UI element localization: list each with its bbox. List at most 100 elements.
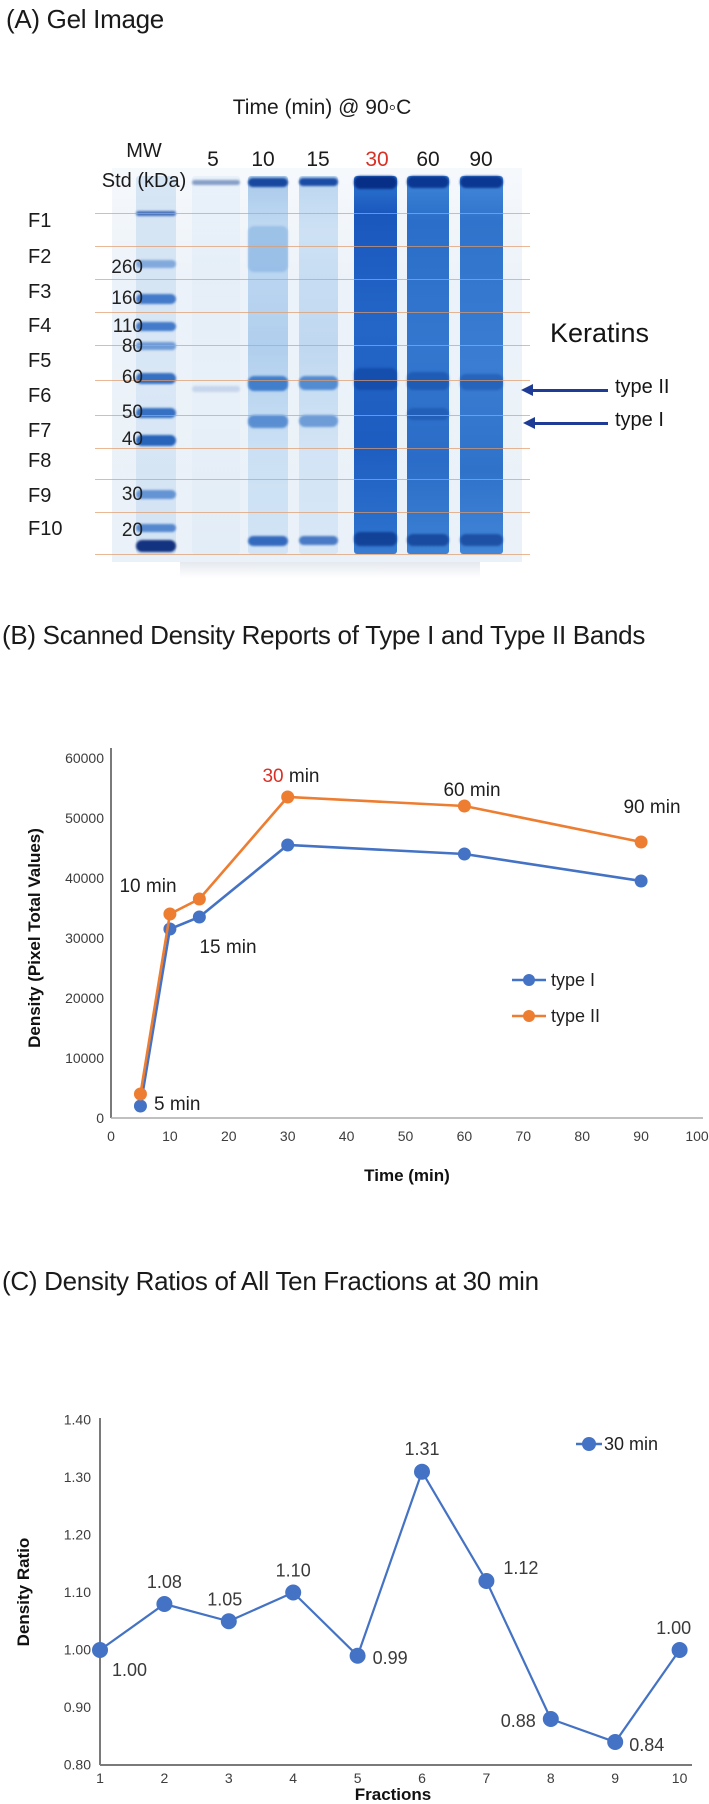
gel-band	[248, 415, 288, 428]
gel-band	[354, 532, 397, 546]
gel-band	[192, 180, 240, 185]
c-x-tick: 8	[547, 1770, 555, 1786]
fraction-line	[95, 246, 530, 247]
b-y-tick: 0	[96, 1110, 104, 1126]
b-legend-label: type I	[551, 970, 595, 990]
b-x-tick: 30	[280, 1128, 296, 1144]
gel-band	[299, 376, 338, 390]
gel-band	[136, 342, 176, 350]
type-I-point	[163, 922, 177, 936]
c-y-tick: 1.30	[64, 1469, 91, 1485]
lane-label-5: 5	[207, 148, 219, 171]
gel-lane-l60	[407, 176, 449, 554]
b-legend-marker	[523, 1010, 535, 1022]
type-I-line	[139, 843, 642, 1107]
30-min-point	[478, 1573, 495, 1589]
gel-band	[354, 176, 397, 189]
fraction-line	[95, 380, 530, 381]
fraction-line	[95, 554, 530, 555]
b-annotation: 5 min	[154, 1094, 200, 1115]
c-data-label: 0.99	[373, 1648, 408, 1668]
mw-marker-40: 40	[121, 429, 143, 450]
fraction-line	[95, 479, 530, 480]
gel-band	[248, 178, 288, 187]
gel-band	[460, 534, 503, 546]
b-y-axis-label: Density (Pixel Total Values)	[25, 828, 44, 1048]
c-data-label: 1.08	[147, 1572, 182, 1592]
mw-marker-110: 110	[112, 316, 143, 337]
30-min-point	[285, 1584, 302, 1601]
c-y-axis-label: Density Ratio	[14, 1538, 33, 1647]
fraction-line	[95, 345, 530, 346]
fraction-label-F4: F4	[28, 315, 52, 337]
c-x-tick: 2	[161, 1770, 169, 1786]
type-II-point	[457, 799, 471, 813]
type-I-point	[457, 847, 471, 861]
c-data-label: 1.31	[404, 1439, 439, 1459]
type-II-line	[139, 795, 642, 1095]
panel-b-title: (B) Scanned Density Reports of Type I an…	[2, 620, 646, 650]
c-y-tick: 0.80	[64, 1757, 91, 1773]
c-x-tick: 10	[672, 1770, 688, 1786]
type-II-point	[133, 1087, 147, 1101]
gel-band	[407, 534, 449, 546]
c-y-tick: 1.20	[64, 1527, 91, 1543]
b-y-tick: 50000	[65, 810, 104, 826]
fraction-line	[95, 448, 530, 449]
b-annotation: 30 min	[262, 766, 319, 787]
mw-marker-60: 60	[121, 367, 143, 388]
gel-band	[136, 435, 176, 446]
fraction-line	[95, 279, 530, 280]
gel-band	[354, 368, 397, 390]
gel-time-header: Time (min) @ 90◦C	[232, 96, 412, 119]
b-x-tick: 0	[107, 1128, 115, 1144]
gel-band	[136, 540, 176, 552]
gel-band	[248, 226, 288, 272]
gel-band	[136, 490, 176, 499]
c-data-label: 1.00	[112, 1660, 147, 1680]
gel-band	[299, 415, 338, 427]
keratins-label: Keratins	[550, 318, 650, 348]
b-y-tick: 10000	[65, 1050, 104, 1066]
type-II-point	[634, 835, 648, 849]
fraction-label-F8: F8	[28, 450, 52, 472]
c-legend-label: 30 min	[604, 1434, 658, 1454]
30-min-point	[607, 1734, 624, 1750]
b-x-tick: 100	[685, 1128, 709, 1144]
gel-lane-l10	[248, 176, 288, 554]
type-II-point	[281, 790, 295, 804]
gel-band	[136, 322, 176, 331]
type-i-arrow-icon	[523, 417, 608, 429]
b-x-tick: 50	[398, 1128, 414, 1144]
fraction-label-F6: F6	[28, 385, 52, 407]
type-I-point	[133, 1099, 147, 1113]
c-data-label: 1.12	[503, 1558, 538, 1578]
fraction-label-F9: F9	[28, 485, 52, 507]
b-x-tick: 40	[339, 1128, 355, 1144]
gel-band	[136, 524, 176, 532]
mw-marker-80: 80	[121, 336, 143, 357]
30-min-point	[671, 1642, 688, 1658]
c-x-tick: 9	[611, 1770, 619, 1786]
b-y-tick: 40000	[65, 870, 104, 886]
30-min-line	[99, 1469, 681, 1744]
gel-band	[192, 386, 240, 392]
c-x-tick: 6	[418, 1770, 426, 1786]
type-II-point	[163, 907, 177, 921]
b-annotation: 15 min	[199, 937, 256, 958]
fraction-label-F3: F3	[28, 281, 52, 303]
c-data-label: 0.84	[629, 1735, 664, 1755]
gel-image	[95, 168, 530, 562]
mw-marker-20: 20	[121, 520, 143, 541]
gel-band	[460, 374, 503, 390]
gel-lane-l5	[192, 176, 240, 554]
gel-lane-l90	[460, 176, 503, 554]
mw-std-label-line2: Std (kDa)	[101, 170, 187, 192]
b-x-tick: 80	[574, 1128, 590, 1144]
b-annotation: 90 min	[623, 797, 680, 818]
mw-marker-260: 260	[111, 257, 143, 278]
gel-band	[248, 536, 288, 546]
30-min-point	[542, 1711, 559, 1727]
